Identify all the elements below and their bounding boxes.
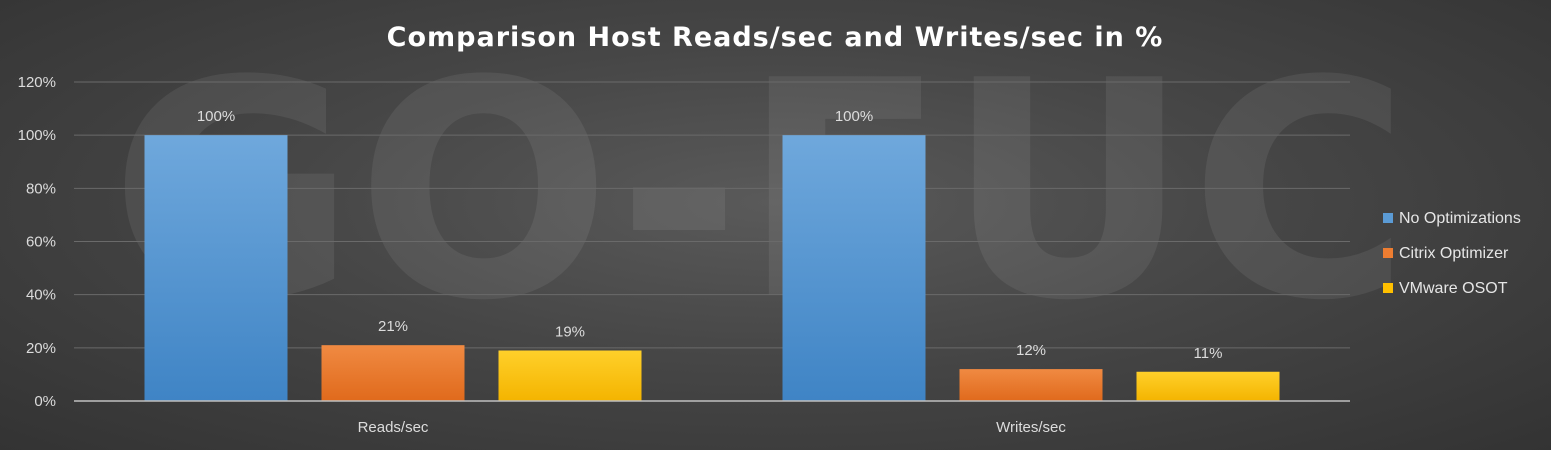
x-tick-label: Reads/sec [358, 419, 429, 436]
watermark: GO-EUC [110, 17, 1410, 366]
data-label: 100% [835, 108, 873, 125]
bars [144, 135, 1280, 401]
legend-swatch [1383, 248, 1393, 258]
data-labels: 100% 21% 19% 100% 12% 11% [197, 108, 1223, 362]
data-label: 100% [197, 108, 235, 125]
y-tick-label: 40% [26, 287, 56, 304]
legend-swatch [1383, 283, 1393, 293]
y-tick-label: 80% [26, 180, 56, 197]
x-tick-label: Writes/sec [996, 419, 1066, 436]
y-tick-label: 100% [18, 127, 56, 144]
y-axis-ticks: 0% 20% 40% 60% 80% 100% 120% [18, 74, 56, 410]
legend-swatch [1383, 213, 1393, 223]
data-label: 21% [378, 318, 408, 335]
bar [1136, 371, 1280, 401]
legend: No Optimizations Citrix Optimizer VMware O… [1383, 210, 1521, 297]
bar [782, 135, 926, 401]
bar [498, 350, 642, 401]
bar [321, 345, 465, 401]
chart-title: Comparison Host Reads/sec and Writes/sec… [387, 22, 1164, 53]
data-label: 12% [1016, 342, 1046, 359]
y-tick-label: 20% [26, 340, 56, 357]
bar [144, 135, 288, 401]
bar [959, 369, 1103, 401]
data-label: 11% [1194, 345, 1223, 362]
legend-label: Citrix Optimizer [1399, 245, 1509, 262]
x-axis-categories: Reads/sec Writes/sec [358, 419, 1067, 436]
data-label: 19% [555, 323, 585, 340]
y-tick-label: 120% [18, 74, 56, 91]
y-tick-label: 60% [26, 234, 56, 251]
legend-entry: No Optimizations [1383, 210, 1521, 227]
legend-entry: Citrix Optimizer [1383, 245, 1509, 262]
legend-label: VMware OSOT [1399, 280, 1508, 297]
y-tick-label: 0% [34, 393, 56, 410]
legend-label: No Optimizations [1399, 210, 1521, 227]
legend-entry: VMware OSOT [1383, 280, 1508, 297]
